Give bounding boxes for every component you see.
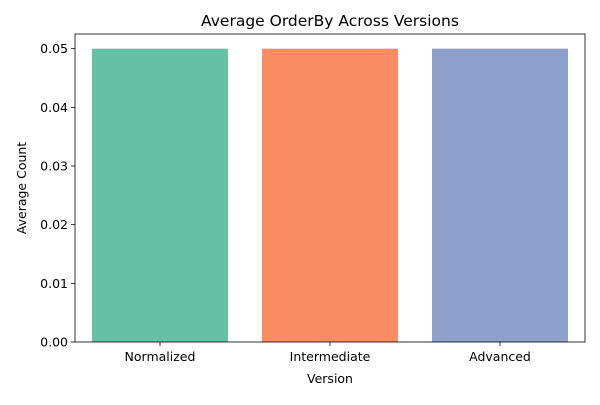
y-tick-label: 0.04 xyxy=(40,100,68,115)
bar-intermediate xyxy=(262,48,398,343)
y-tick-label: 0.03 xyxy=(40,159,68,174)
y-tick-label: 0.00 xyxy=(40,335,68,350)
bars-group xyxy=(92,48,568,343)
y-tick-label: 0.01 xyxy=(40,276,68,291)
x-axis: Normalized Intermediate Advanced xyxy=(125,342,531,364)
x-tick-label: Advanced xyxy=(469,349,531,364)
x-tick-label: Normalized xyxy=(125,349,196,364)
bar-advanced xyxy=(432,48,568,343)
y-tick-label: 0.02 xyxy=(40,217,68,232)
bar-normalized xyxy=(92,48,228,343)
chart-title: Average OrderBy Across Versions xyxy=(201,12,459,30)
y-axis-label: Average Count xyxy=(14,142,29,235)
y-axis: 0.00 0.01 0.02 0.03 0.04 0.05 xyxy=(40,41,75,350)
x-tick-label: Intermediate xyxy=(290,349,371,364)
x-axis-label: Version xyxy=(307,371,353,386)
plot-frame xyxy=(74,33,586,343)
y-tick-label: 0.05 xyxy=(40,41,68,56)
